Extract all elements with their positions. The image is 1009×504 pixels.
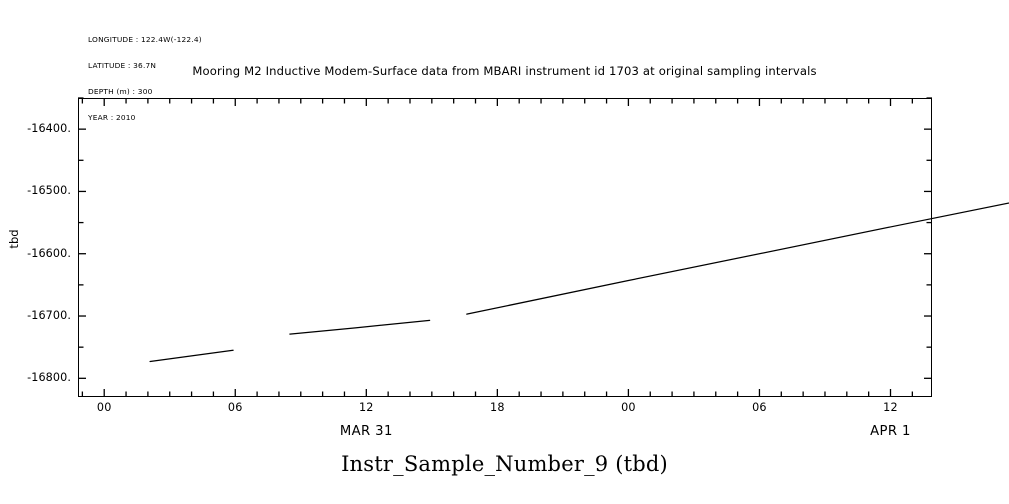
x-date-label: MAR 31 [339, 424, 393, 439]
plot-frame [78, 98, 932, 397]
y-tick-label: -16600. [27, 246, 71, 260]
x-date-label: APR 1 [870, 424, 911, 439]
y-tick-label: -16700. [27, 309, 71, 323]
metadata-longitude: LONGITUDE : 122.4W(-122.4) [88, 35, 202, 45]
metadata-depth: DEPTH (m) : 300 [88, 86, 153, 96]
x-axis-title: Instr_Sample_Number_9 (tbd) [341, 452, 668, 476]
chart-title: Mooring M2 Inductive Modem-Surface data … [192, 64, 817, 78]
y-axis-title: tbd [7, 229, 21, 249]
x-tick-label: 18 [997, 401, 1009, 414]
x-tick-label: 12 [358, 401, 374, 414]
metadata-block: LONGITUDE : 122.4W(-122.4) LATITUDE : 36… [88, 19, 202, 139]
x-tick-label: 06 [227, 401, 243, 414]
x-tick-label: 00 [96, 401, 112, 414]
y-tick-label: -16400. [27, 122, 71, 136]
y-tick-label: -16500. [27, 184, 71, 198]
x-tick-label: 06 [752, 401, 767, 414]
x-tick-label: 00 [621, 401, 636, 414]
y-tick-label: -16800. [27, 371, 71, 385]
metadata-year: YEAR : 2010 [88, 112, 136, 122]
metadata-latitude: LATITUDE : 36.7N [88, 60, 157, 70]
x-tick-label: 18 [490, 401, 505, 414]
x-tick-label: 12 [883, 401, 898, 414]
